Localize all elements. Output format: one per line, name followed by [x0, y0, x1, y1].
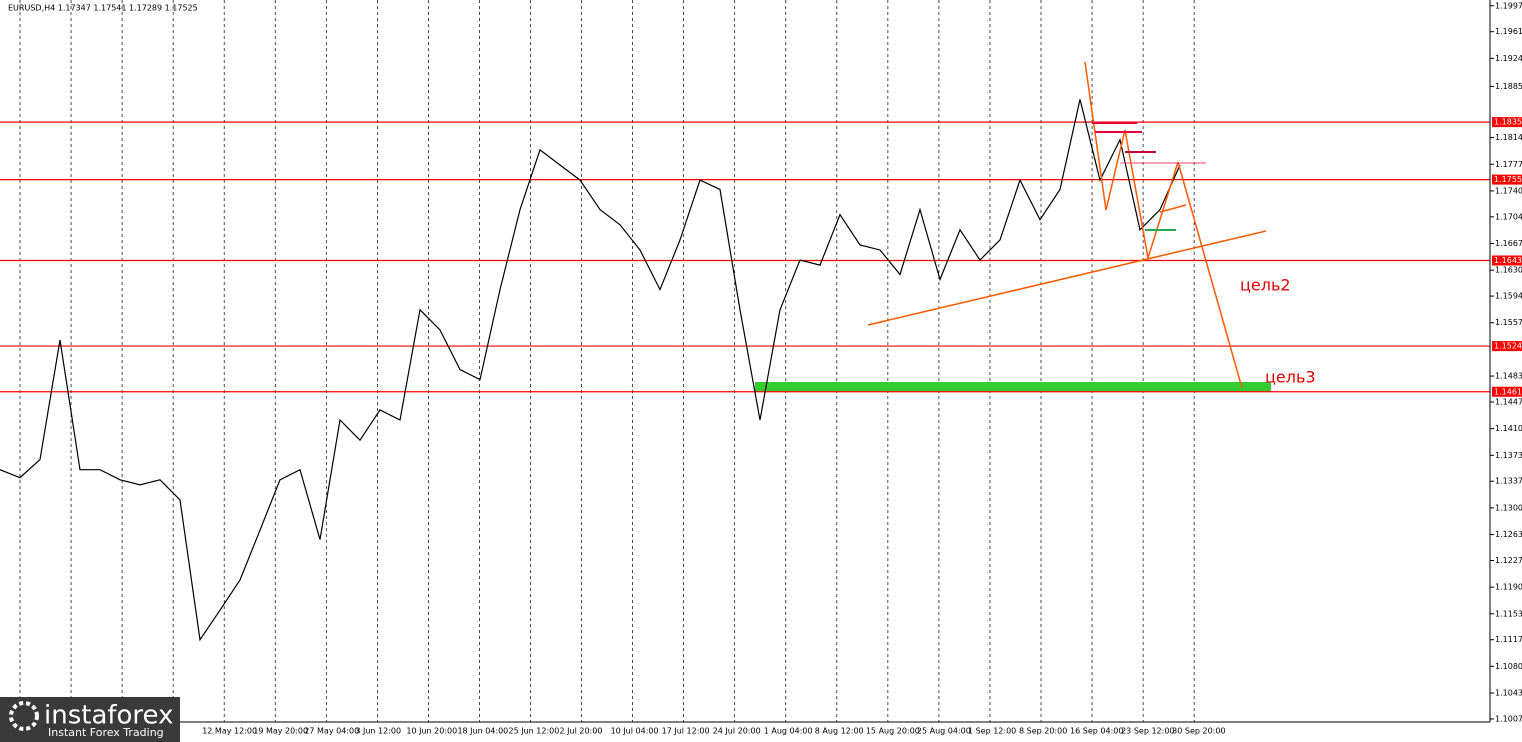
price-line [0, 99, 1181, 642]
x-tick-label: 12 May 12:00 [202, 727, 257, 736]
y-tick-label: 1.13000 [1495, 503, 1522, 512]
logo-icon [9, 701, 39, 731]
y-tick-label: 1.19610 [1495, 27, 1522, 36]
x-tick-label: 25 Aug 04:00 [917, 727, 971, 736]
level-label: 1.17557 [1494, 175, 1522, 184]
target-zone [755, 382, 1271, 392]
x-tick-label: 8 Aug 12:00 [815, 727, 864, 736]
y-tick-label: 1.19240 [1495, 54, 1522, 63]
logo-name: instaforex [44, 701, 173, 731]
grid [19, 0, 1195, 722]
level-label: 1.18355 [1494, 118, 1522, 127]
x-tick-label: 27 May 04:00 [304, 727, 359, 736]
trend-line [1105, 129, 1126, 211]
x-tick-label: 23 Sep 12:00 [1121, 727, 1174, 736]
y-tick-label: 1.10430 [1495, 689, 1522, 698]
level-label-box [1492, 386, 1522, 397]
trend-line [1177, 161, 1243, 389]
x-tick-label: 8 Sep 20:00 [1019, 727, 1067, 736]
y-tick-label: 1.15570 [1495, 318, 1522, 327]
x-tick-label: 15 Aug 20:00 [866, 727, 920, 736]
trend-line [1159, 204, 1187, 213]
y-tick-label: 1.16300 [1495, 266, 1522, 275]
y-tick-label: 1.13370 [1495, 477, 1522, 486]
level-label: 1.16434 [1494, 256, 1522, 265]
y-tick-label: 1.14100 [1495, 424, 1522, 433]
y-tick-label: 1.14470 [1495, 397, 1522, 406]
trend-line [1084, 61, 1107, 211]
drawings [867, 61, 1267, 389]
y-tick-label: 1.10800 [1495, 662, 1522, 671]
annotation: цель2 [1240, 276, 1291, 295]
x-tick-label: 2 Jul 20:00 [560, 727, 603, 736]
y-tick-label: 1.11530 [1495, 609, 1522, 618]
y-tick-label: 1.18140 [1495, 133, 1522, 142]
trend-line [1147, 161, 1179, 259]
annotation: цель3 [1265, 368, 1316, 387]
x-tick-label: 10 Jul 04:00 [611, 727, 659, 736]
x-tick-label: 25 Jun 12:00 [509, 727, 560, 736]
y-tick-label: 1.17770 [1495, 160, 1522, 169]
x-tick-label: 24 Jul 20:00 [713, 727, 761, 736]
level-label: 1.15246 [1494, 342, 1522, 351]
y-tick-label: 1.18850 [1495, 82, 1522, 91]
y-tick-label: 1.11900 [1495, 583, 1522, 592]
x-tick-label: 3 Jun 12:00 [355, 727, 401, 736]
y-tick-label: 1.12630 [1495, 530, 1522, 539]
x-tick-label: 30 Sep 20:00 [1172, 727, 1225, 736]
y-tick-label: 1.13730 [1495, 451, 1522, 460]
logo-tagline: Instant Forex Trading [48, 726, 164, 739]
trend-line [867, 230, 1267, 326]
y-axis-labels: 1.19970 1.19610 1.19240 1.18850 1.18140 1.177… [1490, 1, 1522, 723]
y-tick-label: 1.19970 [1495, 1, 1522, 10]
logo-box [0, 697, 180, 742]
chart-title: EURUSD,H4 1.17347 1.17541 1.17289 1.1752… [8, 4, 198, 13]
level-label-box [1492, 341, 1522, 352]
y-tick-label: 1.17400 [1495, 186, 1522, 195]
x-tick-label: 1 Sep 12:00 [968, 727, 1016, 736]
level-label-box [1492, 255, 1522, 266]
x-tick-label: 10 Jun 20:00 [406, 727, 457, 736]
y-tick-label: 1.10070 [1495, 714, 1522, 723]
x-tick-label: 18 Jun 04:00 [457, 727, 508, 736]
y-tick-label: 1.15940 [1495, 292, 1522, 301]
level-label-box [1492, 117, 1522, 128]
y-tick-label: 1.12270 [1495, 556, 1522, 565]
price [0, 99, 1181, 642]
x-tick-label: 16 Sep 04:00 [1070, 727, 1123, 736]
level-label: 1.14612 [1494, 387, 1522, 396]
x-tick-label: 19 May 20:00 [253, 727, 308, 736]
levels [0, 121, 1490, 393]
x-tick-label: 1 Aug 04:00 [764, 727, 813, 736]
level-label-box [1492, 174, 1522, 185]
y-tick-label: 1.11170 [1495, 635, 1522, 644]
y-tick-label: 1.17040 [1495, 212, 1522, 221]
y-tick-label: 1.16670 [1495, 239, 1522, 248]
y-tick-label: 1.14830 [1495, 372, 1522, 381]
x-tick-label: 17 Jul 12:00 [662, 727, 710, 736]
